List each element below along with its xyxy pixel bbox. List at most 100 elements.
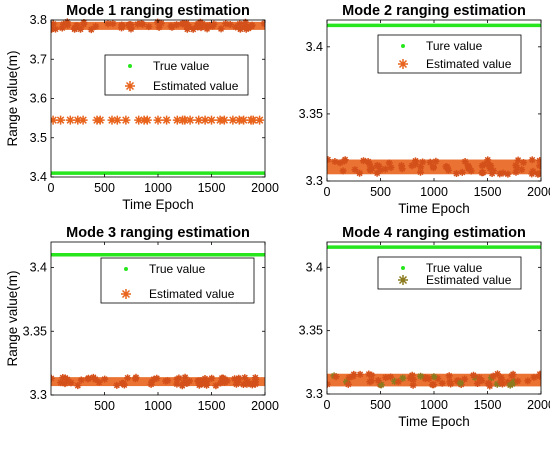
estimated-value-marker bbox=[360, 157, 367, 165]
legend-label: Ture value bbox=[426, 39, 483, 53]
legend-label: True value bbox=[426, 261, 483, 275]
estimated-value-marker bbox=[248, 115, 258, 125]
estimated-value-marker bbox=[504, 170, 512, 178]
estimated-value-marker bbox=[419, 158, 427, 166]
estimated-value-marker bbox=[489, 372, 497, 380]
estimated-value-marker bbox=[364, 158, 372, 165]
y-tick-label: 3.7 bbox=[30, 52, 47, 66]
estimated-value-marker bbox=[453, 170, 460, 177]
estimated-value-marker bbox=[447, 380, 455, 388]
estimated-value-marker bbox=[475, 374, 483, 382]
y-tick-label: 3.4 bbox=[30, 170, 47, 184]
estimated-value-marker bbox=[201, 375, 209, 382]
estimated-value-marker bbox=[331, 158, 339, 165]
estimated-value-marker bbox=[112, 115, 122, 125]
estimated-value-marker bbox=[356, 169, 364, 177]
estimated-value-marker bbox=[157, 19, 165, 27]
estimated-value-marker bbox=[417, 163, 425, 171]
estimated-value-marker bbox=[504, 378, 512, 386]
estimated-value-marker bbox=[341, 156, 349, 164]
estimated-value-marker bbox=[242, 25, 250, 33]
estimated-value-marker bbox=[408, 162, 416, 170]
estimated-value-marker bbox=[232, 23, 240, 31]
estimated-value-marker bbox=[121, 115, 131, 125]
x-tick-label: 2000 bbox=[251, 399, 279, 413]
estimated-value-marker bbox=[241, 22, 249, 30]
estimated-value-marker bbox=[185, 115, 195, 125]
estimated-value-marker bbox=[150, 375, 158, 383]
estimated-value-band bbox=[327, 370, 541, 390]
estimated-value-marker bbox=[461, 158, 469, 165]
estimated-value-marker bbox=[164, 377, 172, 385]
estimated-value-marker bbox=[232, 380, 240, 388]
estimated-value-marker bbox=[330, 372, 338, 380]
estimated-value-marker bbox=[95, 378, 103, 386]
estimated-value-marker bbox=[260, 20, 265, 28]
estimated-value-marker bbox=[377, 381, 385, 389]
y-tick-label: 3.3 bbox=[306, 387, 323, 401]
x-tick-label: 500 bbox=[94, 181, 115, 195]
chart-title: Mode 4 ranging estimation bbox=[342, 225, 526, 241]
y-tick-label: 3.4 bbox=[30, 261, 47, 275]
estimated-value-marker bbox=[155, 23, 163, 31]
estimated-value-marker bbox=[134, 20, 142, 28]
estimated-value-marker bbox=[67, 379, 75, 387]
estimated-value-marker bbox=[367, 377, 375, 385]
estimated-value-marker bbox=[87, 26, 95, 34]
estimated-value-marker bbox=[432, 157, 440, 165]
estimated-value-marker bbox=[442, 163, 450, 171]
estimated-value-marker bbox=[197, 24, 205, 32]
estimated-value-marker bbox=[74, 382, 82, 390]
estimated-value-marker bbox=[478, 162, 486, 170]
chart-panel-2: 0 500 1000 1500 2000 3.3 3.35 3.4 Mode 2 ranging… bbox=[299, 3, 550, 216]
estimated-value-marker bbox=[236, 25, 244, 33]
estimated-value-marker bbox=[426, 158, 434, 166]
estimated-value-marker bbox=[484, 156, 492, 164]
estimated-value-marker bbox=[162, 115, 172, 125]
x-tick-label: 2000 bbox=[527, 398, 550, 412]
x-tick-label: 1000 bbox=[144, 399, 172, 413]
estimated-value-marker bbox=[142, 115, 152, 125]
x-tick-label: 1000 bbox=[144, 181, 172, 195]
y-tick-label: 3.35 bbox=[23, 324, 47, 338]
estimated-value-marker bbox=[381, 165, 389, 173]
legend-true-marker bbox=[128, 64, 132, 68]
estimated-value-marker bbox=[72, 22, 80, 30]
estimated-value-marker bbox=[524, 377, 532, 385]
estimated-value-marker bbox=[236, 20, 244, 28]
estimated-value-marker bbox=[217, 379, 224, 387]
estimated-value-marker bbox=[199, 379, 207, 386]
estimated-value-marker bbox=[484, 380, 492, 388]
estimated-value-marker bbox=[479, 169, 487, 177]
estimated-value-marker bbox=[113, 381, 121, 389]
estimated-value-marker bbox=[398, 162, 405, 169]
x-tick-label: 500 bbox=[370, 185, 391, 199]
x-tick-label: 2000 bbox=[251, 181, 279, 195]
estimated-value-marker bbox=[212, 382, 220, 390]
estimated-value-marker bbox=[248, 381, 256, 389]
estimated-value-marker bbox=[77, 25, 84, 33]
y-tick-label: 3.4 bbox=[306, 260, 323, 274]
x-tick-label: 1500 bbox=[474, 185, 502, 199]
estimated-value-marker bbox=[80, 19, 88, 26]
legend-estimated-marker bbox=[125, 81, 135, 91]
estimated-value-marker bbox=[89, 373, 97, 381]
chart-title: Mode 3 ranging estimation bbox=[66, 225, 250, 241]
estimated-value-marker bbox=[489, 167, 497, 175]
estimated-value-marker bbox=[446, 378, 454, 386]
estimated-value-marker bbox=[510, 378, 518, 386]
estimated-value-marker bbox=[373, 169, 381, 177]
y-axis-label: Range value(m) bbox=[5, 50, 20, 146]
estimated-value-marker bbox=[255, 115, 265, 125]
estimated-value-marker bbox=[109, 20, 117, 28]
estimated-value-marker bbox=[494, 370, 501, 378]
estimated-value-marker bbox=[394, 378, 402, 386]
estimated-value-marker bbox=[194, 20, 202, 28]
estimated-value-marker bbox=[200, 115, 210, 125]
estimated-value-marker bbox=[127, 25, 135, 33]
legend-estimated-marker bbox=[398, 59, 408, 69]
plot-area bbox=[327, 23, 541, 178]
x-axis-label: Time Epoch bbox=[122, 197, 194, 212]
x-tick-label: 0 bbox=[324, 185, 331, 199]
plot-area bbox=[51, 18, 265, 175]
